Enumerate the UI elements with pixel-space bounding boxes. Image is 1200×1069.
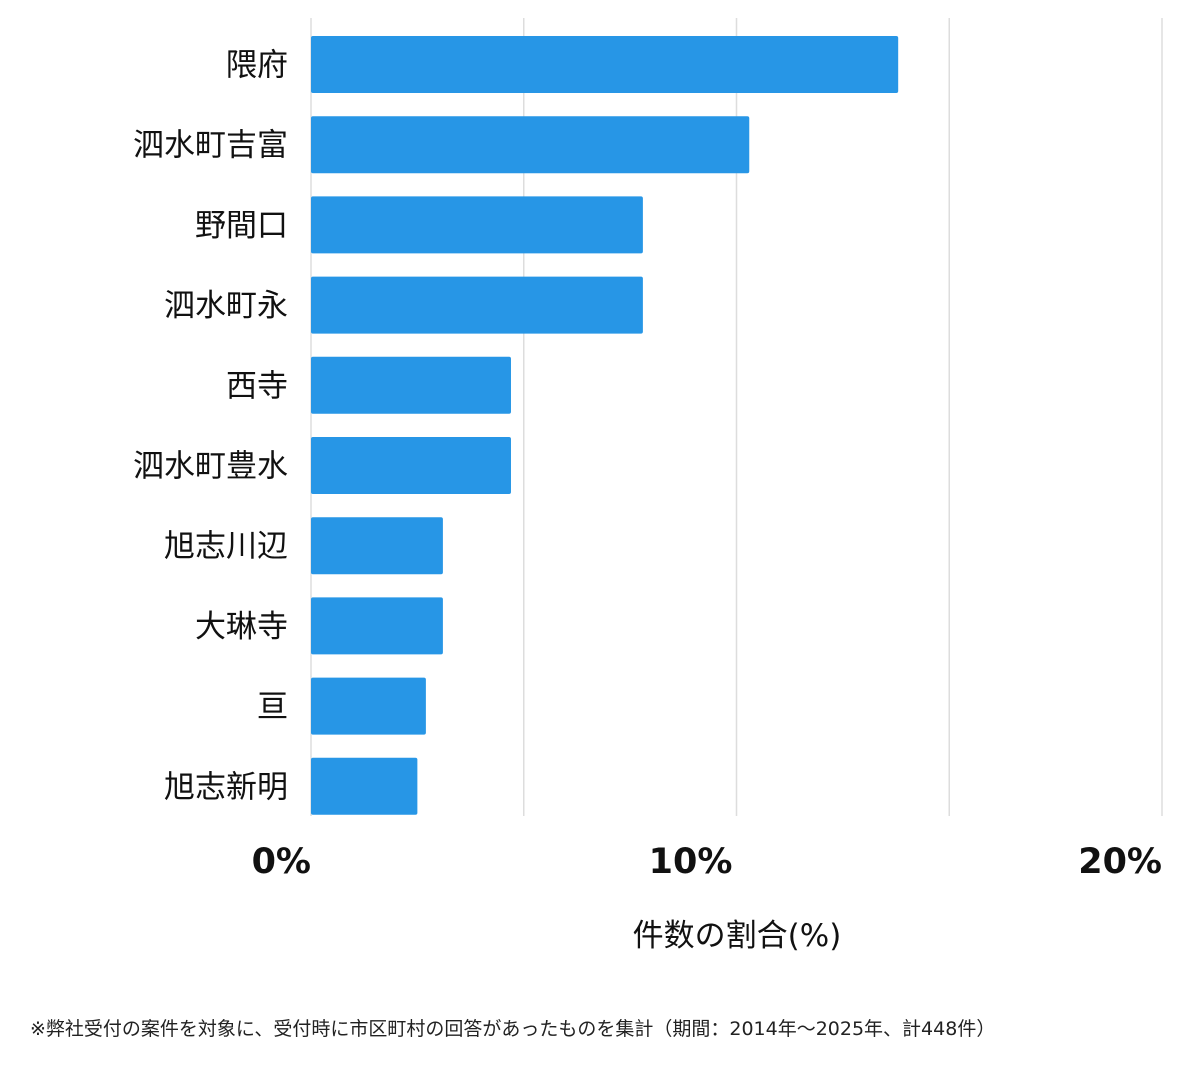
- bar: [311, 36, 899, 93]
- bars: [311, 36, 899, 815]
- x-tick-labels: 0% 10% 20%: [252, 842, 1162, 882]
- category-label: 野間口: [195, 208, 288, 244]
- bar: [311, 116, 750, 174]
- category-label: 大琳寺: [195, 609, 288, 645]
- bar: [311, 757, 418, 815]
- category-label: 西寺: [226, 368, 288, 404]
- category-label: 泗水町豊水: [133, 449, 288, 485]
- bar: [311, 356, 511, 414]
- x-tick-label: 20%: [1078, 842, 1162, 882]
- category-label: 泗水町永: [164, 288, 288, 324]
- category-label: 旭志川辺: [164, 529, 288, 565]
- category-label: 隈府: [226, 48, 288, 84]
- bar: [311, 677, 426, 735]
- bar: [311, 597, 443, 655]
- category-label: 亘: [257, 689, 288, 725]
- bar: [311, 196, 643, 254]
- bar: [311, 437, 511, 494]
- footnote: ※弊社受付の案件を対象に、受付時に市区町村の回答があったものを集計（期間：201…: [30, 1018, 996, 1040]
- bar: [311, 517, 443, 575]
- bar: [311, 276, 643, 334]
- category-label: 旭志新明: [164, 769, 288, 805]
- x-tick-label: 0%: [252, 842, 311, 882]
- category-label: 泗水町吉富: [133, 128, 288, 164]
- x-axis-title: 件数の割合(%): [633, 918, 842, 954]
- x-tick-label: 10%: [649, 842, 733, 882]
